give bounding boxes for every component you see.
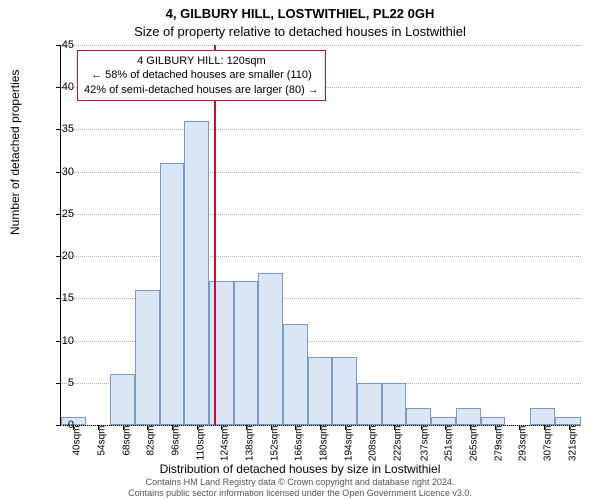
chart-title-sub: Size of property relative to detached ho… [0, 24, 600, 39]
plot-area: 40sqm54sqm68sqm82sqm96sqm110sqm124sqm138… [60, 45, 581, 426]
histogram-bar [357, 383, 382, 425]
histogram-bar [555, 417, 581, 425]
xtick-label: 251sqm [444, 426, 455, 462]
gridline-h [61, 172, 581, 173]
y-axis-label: Number of detached properties [8, 70, 22, 235]
xtick-label: 124sqm [220, 426, 231, 462]
annotation-box: 4 GILBURY HILL: 120sqm ← 58% of detached… [77, 50, 326, 101]
annotation-line2: ← 58% of detached houses are smaller (11… [84, 68, 319, 82]
ytick-label: 5 [44, 377, 74, 389]
xtick-label: 307sqm [542, 426, 553, 462]
ytick-label: 45 [44, 39, 74, 51]
ytick-label: 25 [44, 208, 74, 220]
xtick-label: 180sqm [319, 426, 330, 462]
footer-line1: Contains HM Land Registry data © Crown c… [0, 477, 600, 488]
xtick-label: 54sqm [97, 426, 108, 456]
xtick-label: 68sqm [121, 426, 132, 456]
ytick-label: 0 [44, 419, 74, 431]
histogram-bar [530, 408, 555, 425]
xtick-label: 152sqm [269, 426, 280, 462]
xtick-label: 82sqm [146, 426, 157, 456]
chart-container: 4, GILBURY HILL, LOSTWITHIEL, PL22 0GH S… [0, 0, 600, 500]
chart-footer: Contains HM Land Registry data © Crown c… [0, 477, 600, 499]
x-axis-label: Distribution of detached houses by size … [0, 462, 600, 476]
xtick-label: 96sqm [171, 426, 182, 456]
reference-line [214, 45, 216, 425]
annotation-line3: 42% of semi-detached houses are larger (… [84, 83, 319, 97]
xtick-label: 194sqm [343, 426, 354, 462]
xtick-label: 279sqm [493, 426, 504, 462]
histogram-bar [308, 357, 333, 425]
histogram-bar [258, 273, 283, 425]
chart-title-main: 4, GILBURY HILL, LOSTWITHIEL, PL22 0GH [0, 6, 600, 21]
histogram-bar [481, 417, 506, 425]
gridline-h [61, 214, 581, 215]
histogram-bar [382, 383, 407, 425]
xtick-label: 110sqm [195, 426, 206, 461]
histogram-bar [184, 121, 209, 425]
histogram-bar [160, 163, 185, 425]
ytick-label: 15 [44, 292, 74, 304]
histogram-bar [431, 417, 456, 425]
histogram-bar [234, 281, 259, 425]
xtick-label: 321sqm [567, 426, 578, 462]
ytick-label: 40 [44, 81, 74, 93]
xtick-label: 208sqm [368, 426, 379, 462]
xtick-label: 222sqm [393, 426, 404, 462]
xtick-label: 237sqm [419, 426, 430, 462]
histogram-bar [209, 281, 234, 425]
histogram-bar [110, 374, 135, 425]
gridline-h [61, 256, 581, 257]
ytick-label: 20 [44, 250, 74, 262]
xtick-label: 293sqm [518, 426, 529, 462]
xtick-label: 265sqm [468, 426, 479, 462]
histogram-bar [406, 408, 431, 425]
ytick-label: 35 [44, 123, 74, 135]
xtick-label: 138sqm [245, 426, 256, 462]
ytick-label: 30 [44, 166, 74, 178]
annotation-line1: 4 GILBURY HILL: 120sqm [84, 54, 319, 68]
gridline-h [61, 129, 581, 130]
xtick-label: 166sqm [294, 426, 305, 462]
histogram-bar [135, 290, 160, 425]
histogram-bar [283, 324, 308, 425]
ytick-label: 10 [44, 335, 74, 347]
footer-line2: Contains public sector information licen… [0, 488, 600, 499]
histogram-bar [332, 357, 357, 425]
gridline-h [61, 45, 581, 46]
histogram-bar [456, 408, 481, 425]
